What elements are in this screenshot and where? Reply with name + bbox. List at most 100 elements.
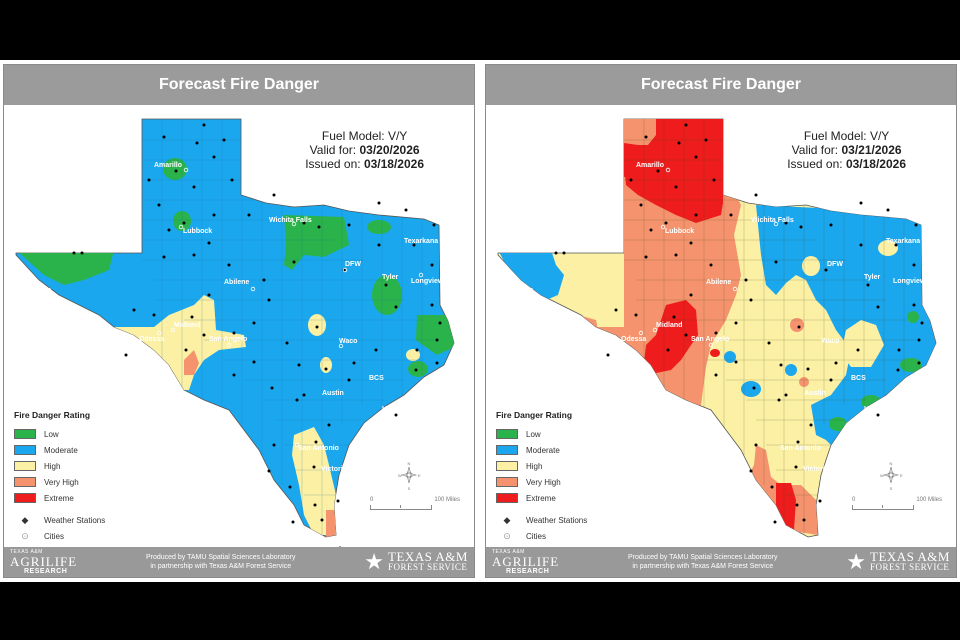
- star-icon: ★: [364, 549, 384, 574]
- moderate-swatch: [496, 445, 518, 455]
- fire-danger-map-panel-0320: Forecast Fire Danger: [3, 64, 475, 578]
- panel-title: Forecast Fire Danger: [4, 65, 474, 105]
- extreme-swatch: [496, 493, 518, 503]
- scale-bar: 0 100 Miles: [852, 497, 952, 510]
- comparison-stage: Forecast Fire Danger: [0, 60, 960, 582]
- valid-date: 03/21/2026: [841, 143, 902, 157]
- agrilife-research-logo: TEXAS A&M AGRILIFE RESEARCH: [10, 549, 78, 575]
- legend-item-moderate: Moderate: [14, 442, 105, 458]
- svg-text:DFW: DFW: [345, 261, 361, 268]
- weather-station-icon: ◆: [21, 514, 29, 525]
- svg-text:Beaumont: Beaumont: [901, 400, 936, 407]
- svg-text:DFW: DFW: [827, 261, 843, 268]
- legend: Fire Danger Rating Low Moderate High Ver…: [496, 410, 587, 544]
- moderate-swatch: [14, 445, 36, 455]
- texas-map: Amarillo Lubbock Wichita Falls Texarkana…: [497, 118, 937, 541]
- svg-text:San Antonio: San Antonio: [780, 445, 821, 452]
- weather-stations: [554, 123, 924, 524]
- svg-text:Amarillo: Amarillo: [636, 162, 664, 169]
- svg-text:San Antonio: San Antonio: [298, 445, 339, 452]
- produced-by-credit: Produced by TAMU Spatial Sciences Labora…: [627, 554, 778, 570]
- very-high-swatch: [14, 477, 36, 487]
- legend-item-very-high: Very High: [496, 474, 587, 490]
- svg-text:San Angelo: San Angelo: [691, 336, 729, 343]
- very-high-swatch: [496, 477, 518, 487]
- svg-text:Longview: Longview: [893, 278, 926, 285]
- fuel-model: Fuel Model: V/Y: [803, 129, 890, 143]
- svg-text:E: E: [900, 473, 903, 478]
- legend-title: Fire Danger Rating: [496, 410, 573, 420]
- high-swatch: [14, 461, 36, 471]
- legend-item-extreme: Extreme: [14, 490, 105, 506]
- weather-stations: [72, 123, 442, 549]
- compass-rose-icon: N S W E: [880, 461, 903, 490]
- footer: TEXAS A&M AGRILIFE RESEARCH Produced by …: [4, 547, 474, 577]
- star-icon: ★: [846, 549, 866, 574]
- city-icon: ⊙: [21, 530, 29, 541]
- legend-item-extreme: Extreme: [496, 490, 587, 506]
- texas-am-forest-service-logo: ★ TEXAS A&M FOREST SERVICE: [364, 549, 468, 574]
- svg-text:Austin: Austin: [322, 390, 344, 397]
- svg-text:Tyler: Tyler: [382, 274, 398, 281]
- svg-text:Houston: Houston: [382, 406, 410, 413]
- extreme-swatch: [14, 493, 36, 503]
- svg-text:El Paso: El Paso: [508, 287, 533, 294]
- svg-text:Lubbock: Lubbock: [183, 228, 212, 235]
- svg-text:Texarkana: Texarkana: [404, 238, 438, 245]
- svg-text:Midland: Midland: [656, 322, 682, 329]
- svg-text:Abilene: Abilene: [224, 279, 249, 286]
- svg-text:Lubbock: Lubbock: [665, 228, 694, 235]
- low-swatch: [496, 429, 518, 439]
- panel-title: Forecast Fire Danger: [486, 65, 956, 105]
- legend-item-very-high: Very High: [14, 474, 105, 490]
- footer: TEXAS A&M AGRILIFE RESEARCH Produced by …: [486, 547, 956, 577]
- legend-item-moderate: Moderate: [496, 442, 587, 458]
- city-icon: ⊙: [503, 530, 511, 541]
- fuel-model: Fuel Model: V/Y: [321, 129, 408, 143]
- produced-by-credit: Produced by TAMU Spatial Sciences Labora…: [145, 554, 296, 570]
- legend-title: Fire Danger Rating: [14, 410, 91, 420]
- high-swatch: [496, 461, 518, 471]
- legend-weather-stations: ◆ Weather Stations: [496, 512, 588, 528]
- issued-date: 03/18/2026: [845, 157, 906, 171]
- legend-item-high: High: [14, 458, 105, 474]
- map-area: Amarillo Lubbock Wichita Falls Texarkana…: [4, 105, 474, 549]
- svg-text:BCS: BCS: [369, 375, 384, 382]
- legend-weather-stations: ◆ Weather Stations: [14, 512, 106, 528]
- svg-text:BCS: BCS: [851, 375, 866, 382]
- forecast-info: Fuel Model: V/Y Valid for: 03/20/2026 Is…: [305, 129, 424, 171]
- svg-text:Victoria: Victoria: [803, 466, 829, 473]
- issued-on: Issued on: 03/18/2026: [787, 157, 906, 171]
- svg-text:Midland: Midland: [174, 322, 200, 329]
- compass-rose-icon: N S W E: [398, 461, 421, 490]
- valid-date: 03/20/2026: [359, 143, 420, 157]
- legend-item-low: Low: [496, 426, 587, 442]
- svg-text:San Angelo: San Angelo: [209, 336, 247, 343]
- texas-am-forest-service-logo: ★ TEXAS A&M FOREST SERVICE: [846, 549, 950, 574]
- svg-text:Amarillo: Amarillo: [154, 162, 182, 169]
- svg-text:N: N: [408, 461, 411, 466]
- texas-map: Amarillo Lubbock Wichita Falls Texarkana…: [15, 118, 455, 549]
- svg-text:Victoria: Victoria: [321, 466, 347, 473]
- issued-date: 03/18/2026: [363, 157, 424, 171]
- svg-text:Wichita Falls: Wichita Falls: [751, 217, 794, 224]
- valid-for: Valid for: 03/20/2026: [309, 143, 420, 157]
- city-labels: Amarillo Lubbock Wichita Falls Texarkana…: [502, 162, 936, 541]
- svg-text:Laredo: Laredo: [744, 534, 767, 541]
- svg-text:Beaumont: Beaumont: [419, 400, 454, 407]
- legend-cities: ⊙ Cities: [14, 528, 105, 544]
- svg-text:Wichita Falls: Wichita Falls: [269, 217, 312, 224]
- map-area: Amarillo Lubbock Wichita Falls Texarkana…: [486, 105, 956, 549]
- svg-text:El Paso: El Paso: [26, 287, 51, 294]
- agrilife-research-logo: TEXAS A&M AGRILIFE RESEARCH: [492, 549, 560, 575]
- svg-text:Laredo: Laredo: [262, 534, 285, 541]
- valid-for: Valid for: 03/21/2026: [791, 143, 902, 157]
- forecast-info: Fuel Model: V/Y Valid for: 03/21/2026 Is…: [787, 129, 906, 171]
- svg-text:Austin: Austin: [804, 390, 826, 397]
- low-swatch: [14, 429, 36, 439]
- fire-danger-map-panel-0321: Forecast Fire Danger: [485, 64, 957, 578]
- svg-text:S: S: [890, 486, 893, 490]
- svg-text:Waco: Waco: [821, 338, 839, 345]
- svg-text:W: W: [398, 473, 402, 478]
- svg-text:Texarkana: Texarkana: [886, 238, 920, 245]
